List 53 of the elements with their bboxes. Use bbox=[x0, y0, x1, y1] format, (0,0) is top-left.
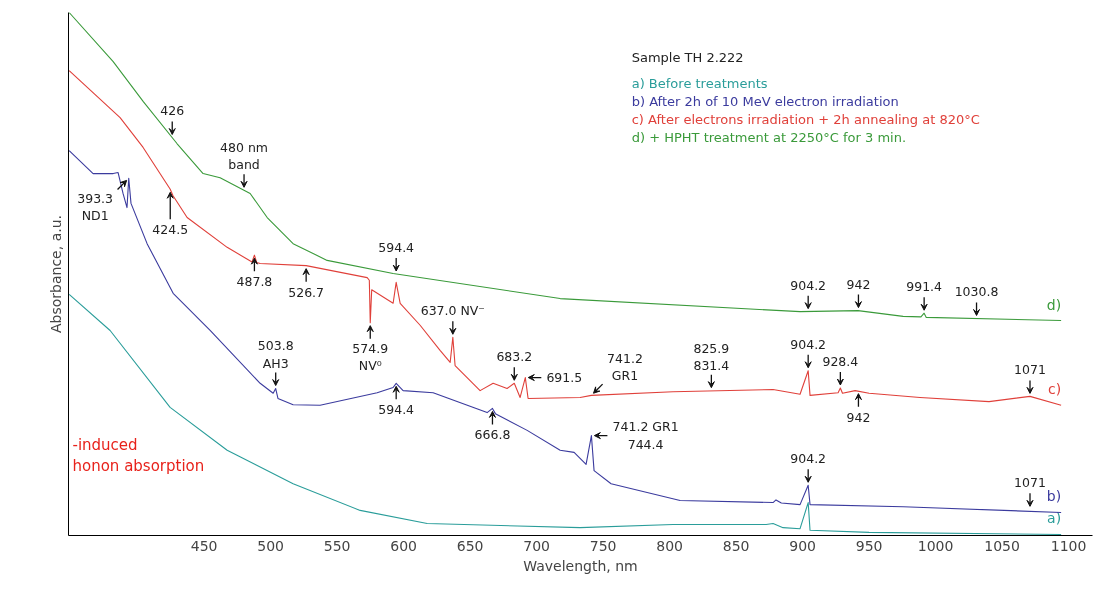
annotation: 487.8 bbox=[236, 274, 273, 290]
annotation: 825.9 831.4 bbox=[693, 340, 730, 373]
x-tick-label: 700 bbox=[523, 537, 550, 554]
y-axis-title: Absorbance, a.u. bbox=[47, 215, 64, 333]
annotation: 594.4 bbox=[378, 240, 415, 255]
x-tick-label: 650 bbox=[456, 537, 484, 554]
x-tick-label: 800 bbox=[656, 537, 683, 554]
legend-label: b) bbox=[1046, 488, 1062, 505]
annotation: a) Before treatments bbox=[631, 76, 768, 91]
annotation: 1071 bbox=[1014, 362, 1046, 378]
x-tick-label: 1050 bbox=[984, 537, 1020, 554]
legend-label: c) bbox=[1047, 381, 1062, 398]
annotation: 574.9 NV⁰ bbox=[352, 340, 389, 373]
x-tick-label: 950 bbox=[855, 537, 883, 554]
x-tick-label: 1100 bbox=[1050, 537, 1087, 554]
x-axis-title: Wavelength, nm bbox=[523, 557, 638, 574]
x-tick-label: 850 bbox=[722, 537, 750, 554]
annotation: 1071 bbox=[1014, 475, 1046, 491]
x-tick-label: 900 bbox=[789, 537, 816, 554]
x-tick-label: 600 bbox=[390, 537, 417, 554]
annotation: 594.4 bbox=[378, 402, 415, 418]
annotation: 691.5 bbox=[546, 370, 583, 386]
x-tick-label: 1000 bbox=[917, 537, 954, 554]
annotation: 904.2 bbox=[790, 451, 827, 467]
x-tick-label: 750 bbox=[589, 537, 617, 554]
annotation: 424.5 bbox=[152, 222, 189, 238]
annotation: c) After electrons irradiation + 2h annealing at 820°C bbox=[631, 112, 980, 127]
annotation: 904.2 bbox=[790, 277, 827, 293]
annotation: d) + HPHT treatment at 2250°C for 3 min. bbox=[631, 130, 907, 145]
annotation: 683.2 bbox=[496, 349, 533, 365]
x-tick-label: 450 bbox=[190, 537, 218, 554]
series-label: d) bbox=[1046, 296, 1062, 313]
annotation: 426 bbox=[160, 103, 185, 119]
annotation: 526.7 bbox=[288, 284, 325, 300]
annotation: 942 bbox=[846, 276, 871, 292]
annotation: 741.2 GR1 744.4 bbox=[612, 419, 679, 452]
x-tick-label: 500 bbox=[257, 537, 285, 554]
annotation: 666.8 bbox=[474, 427, 511, 443]
legend-title: Sample TH 2.222 bbox=[631, 50, 744, 65]
annotation: 480 nm band bbox=[220, 140, 269, 173]
annotation: 637.0 NV⁻ bbox=[420, 303, 485, 319]
annotation: 503.8 AH3 bbox=[257, 338, 294, 371]
annotation: b) After 2h of 10 MeV electron irradiation bbox=[631, 94, 899, 109]
x-tick-label: 550 bbox=[323, 537, 351, 554]
annotation: 393.3 ND1 bbox=[77, 190, 114, 224]
annotation: 741.2 GR1 bbox=[607, 350, 643, 383]
series-label: a) bbox=[1047, 510, 1062, 527]
annotation: 991.4 bbox=[906, 279, 943, 295]
annotation: -induced honon absorption bbox=[72, 435, 205, 476]
annotation: 1030.8 bbox=[954, 284, 999, 300]
annotation: 942 bbox=[846, 409, 871, 425]
annotation: 904.2 bbox=[790, 336, 827, 352]
annotation: 928.4 bbox=[822, 354, 859, 370]
